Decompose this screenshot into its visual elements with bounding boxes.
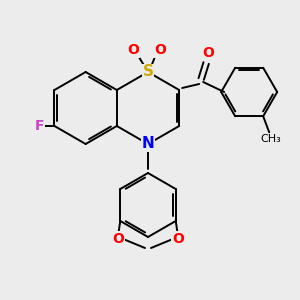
Text: N: N [142,136,154,152]
Text: O: O [154,43,166,57]
Text: O: O [202,46,214,60]
Text: F: F [35,119,44,133]
Text: O: O [172,232,184,246]
Text: O: O [127,43,139,57]
Text: O: O [112,232,124,246]
Text: S: S [142,64,154,80]
Text: CH₃: CH₃ [261,134,282,144]
